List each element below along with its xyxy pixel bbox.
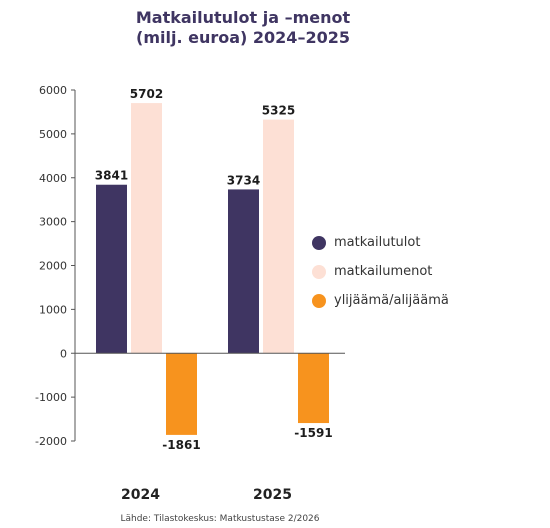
x-category-label: 2024 — [121, 487, 160, 503]
legend-label-ylijaama: ylijäämä/alijäämä — [334, 293, 449, 308]
bar — [96, 184, 127, 354]
y-tick-label: 1000 — [39, 303, 67, 316]
bar — [228, 189, 259, 354]
y-tick-label: 4000 — [39, 172, 67, 185]
bar — [298, 353, 329, 424]
chart-title: Matkailutulot ja –menot (milj. euroa) 20… — [0, 8, 486, 48]
bar — [166, 353, 197, 435]
legend-swatch-matkailumenot — [312, 264, 326, 279]
y-tick-label: 6000 — [39, 84, 67, 97]
legend-item-matkailumenot: matkailumenot — [312, 257, 449, 286]
bar — [131, 103, 162, 354]
y-tick-label: 0 — [60, 347, 67, 360]
bar — [263, 119, 294, 354]
legend-label-matkailumenot: matkailumenot — [334, 264, 433, 279]
y-tick-label: 2000 — [39, 260, 67, 273]
legend-label-matkailutulot: matkailutulot — [334, 235, 421, 250]
y-tick-label: 5000 — [39, 128, 67, 141]
data-label: 3734 — [227, 173, 260, 187]
y-tick-label: -1000 — [35, 391, 67, 404]
data-label: 3841 — [95, 169, 128, 183]
legend-item-ylijaama: ylijäämä/alijäämä — [312, 286, 449, 315]
data-label: 5325 — [262, 104, 295, 118]
legend: matkailutulot matkailumenot ylijäämä/ali… — [312, 228, 449, 315]
data-label: -1591 — [294, 426, 332, 440]
title-line-1: Matkailutulot ja –menot — [135, 8, 351, 27]
legend-swatch-matkailutulot — [312, 235, 326, 250]
legend-swatch-ylijaama — [312, 293, 326, 308]
x-category-label: 2025 — [253, 487, 292, 503]
source-note: Lähde: Tilastokeskus: Matkustustase 2/20… — [120, 514, 320, 524]
y-tick-label: -2000 — [35, 435, 67, 448]
legend-item-matkailutulot: matkailutulot — [312, 228, 449, 257]
y-tick-label: 3000 — [39, 216, 67, 229]
data-label: -1861 — [162, 438, 200, 452]
data-label: 5702 — [130, 87, 163, 101]
title-line-2: (milj. euroa) 2024–2025 — [136, 28, 350, 47]
